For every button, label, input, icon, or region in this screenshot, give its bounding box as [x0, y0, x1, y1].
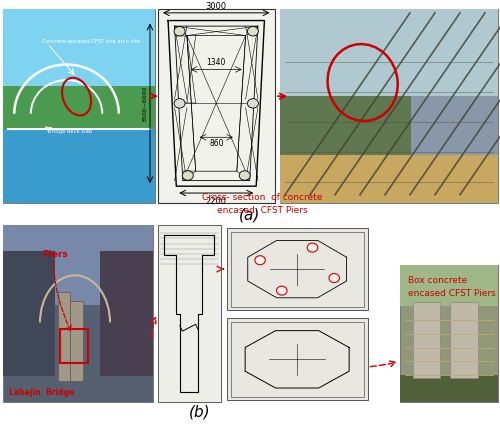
- Text: 860: 860: [209, 140, 224, 149]
- FancyBboxPatch shape: [2, 129, 155, 203]
- Text: Box concrete
encased CFST Piers: Box concrete encased CFST Piers: [408, 276, 495, 297]
- Text: (a): (a): [240, 208, 260, 223]
- FancyBboxPatch shape: [400, 265, 498, 402]
- FancyBboxPatch shape: [450, 302, 477, 377]
- FancyBboxPatch shape: [70, 301, 82, 381]
- FancyBboxPatch shape: [2, 9, 155, 203]
- Text: 3500~6000: 3500~6000: [142, 85, 148, 122]
- Circle shape: [174, 27, 185, 36]
- Text: Bridge deck slab: Bridge deck slab: [48, 129, 92, 134]
- FancyBboxPatch shape: [227, 318, 368, 400]
- Circle shape: [276, 286, 287, 295]
- Circle shape: [248, 27, 258, 36]
- FancyBboxPatch shape: [100, 251, 152, 376]
- Circle shape: [255, 256, 266, 265]
- FancyBboxPatch shape: [280, 96, 410, 155]
- FancyBboxPatch shape: [280, 9, 498, 96]
- Text: Cross- section  of concrete
encased  CFST Piers: Cross- section of concrete encased CFST …: [202, 193, 322, 215]
- FancyBboxPatch shape: [2, 86, 155, 129]
- Text: Concrete-encased CFST box arch ribs: Concrete-encased CFST box arch ribs: [42, 39, 141, 44]
- FancyBboxPatch shape: [2, 9, 155, 96]
- FancyBboxPatch shape: [280, 9, 498, 203]
- Circle shape: [239, 171, 250, 180]
- FancyBboxPatch shape: [158, 225, 220, 402]
- Text: 1340: 1340: [206, 58, 226, 67]
- FancyBboxPatch shape: [400, 265, 498, 306]
- Text: (b): (b): [189, 404, 211, 419]
- Circle shape: [174, 99, 185, 108]
- FancyBboxPatch shape: [400, 375, 498, 402]
- FancyBboxPatch shape: [2, 251, 55, 376]
- Text: Piers: Piers: [42, 250, 68, 259]
- FancyBboxPatch shape: [158, 9, 275, 203]
- FancyBboxPatch shape: [412, 302, 440, 377]
- Text: Labajin  Bridge: Labajin Bridge: [9, 388, 74, 397]
- FancyBboxPatch shape: [58, 292, 70, 381]
- Circle shape: [182, 171, 194, 180]
- FancyBboxPatch shape: [280, 155, 498, 203]
- FancyBboxPatch shape: [2, 225, 152, 402]
- FancyBboxPatch shape: [2, 225, 152, 305]
- Circle shape: [307, 243, 318, 252]
- Circle shape: [329, 273, 340, 282]
- Text: 2200: 2200: [206, 197, 227, 206]
- Text: 3000: 3000: [206, 2, 227, 11]
- FancyBboxPatch shape: [227, 228, 368, 310]
- Circle shape: [248, 99, 258, 108]
